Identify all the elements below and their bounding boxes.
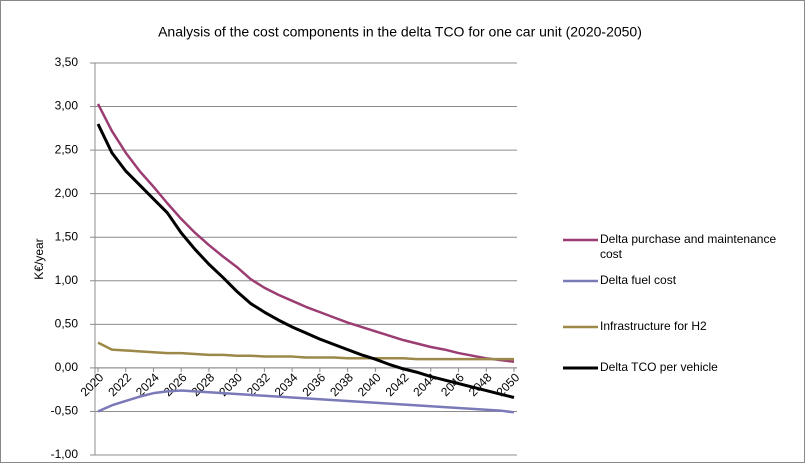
y-tick-label: 3,50 — [55, 55, 79, 69]
chart-title: Analysis of the cost components in the d… — [158, 24, 642, 40]
legend-label: Delta purchase and maintenance cost — [600, 232, 777, 261]
y-tick-label: 0,50 — [55, 317, 79, 331]
series-line — [96, 103, 515, 364]
legend-label: Infrastructure for H2 — [600, 319, 707, 333]
y-tick-label: -0,50 — [51, 404, 79, 418]
legend-label: Delta TCO per vehicle — [600, 360, 718, 374]
series-line — [97, 341, 514, 361]
y-tick-label: 3,00 — [55, 99, 79, 113]
y-tick-label: 1,50 — [55, 229, 79, 243]
y-axis-label: K€/year — [32, 238, 46, 279]
legend-label: Delta fuel cost — [600, 273, 677, 287]
y-tick-label: 2,50 — [55, 142, 79, 156]
y-tick-label: 0,00 — [55, 360, 79, 374]
y-tick-label: -1,00 — [51, 447, 79, 461]
y-tick-label: 1,00 — [55, 273, 79, 287]
series-line — [96, 123, 515, 399]
series-line — [97, 389, 515, 414]
y-tick-label: 2,00 — [55, 186, 79, 200]
